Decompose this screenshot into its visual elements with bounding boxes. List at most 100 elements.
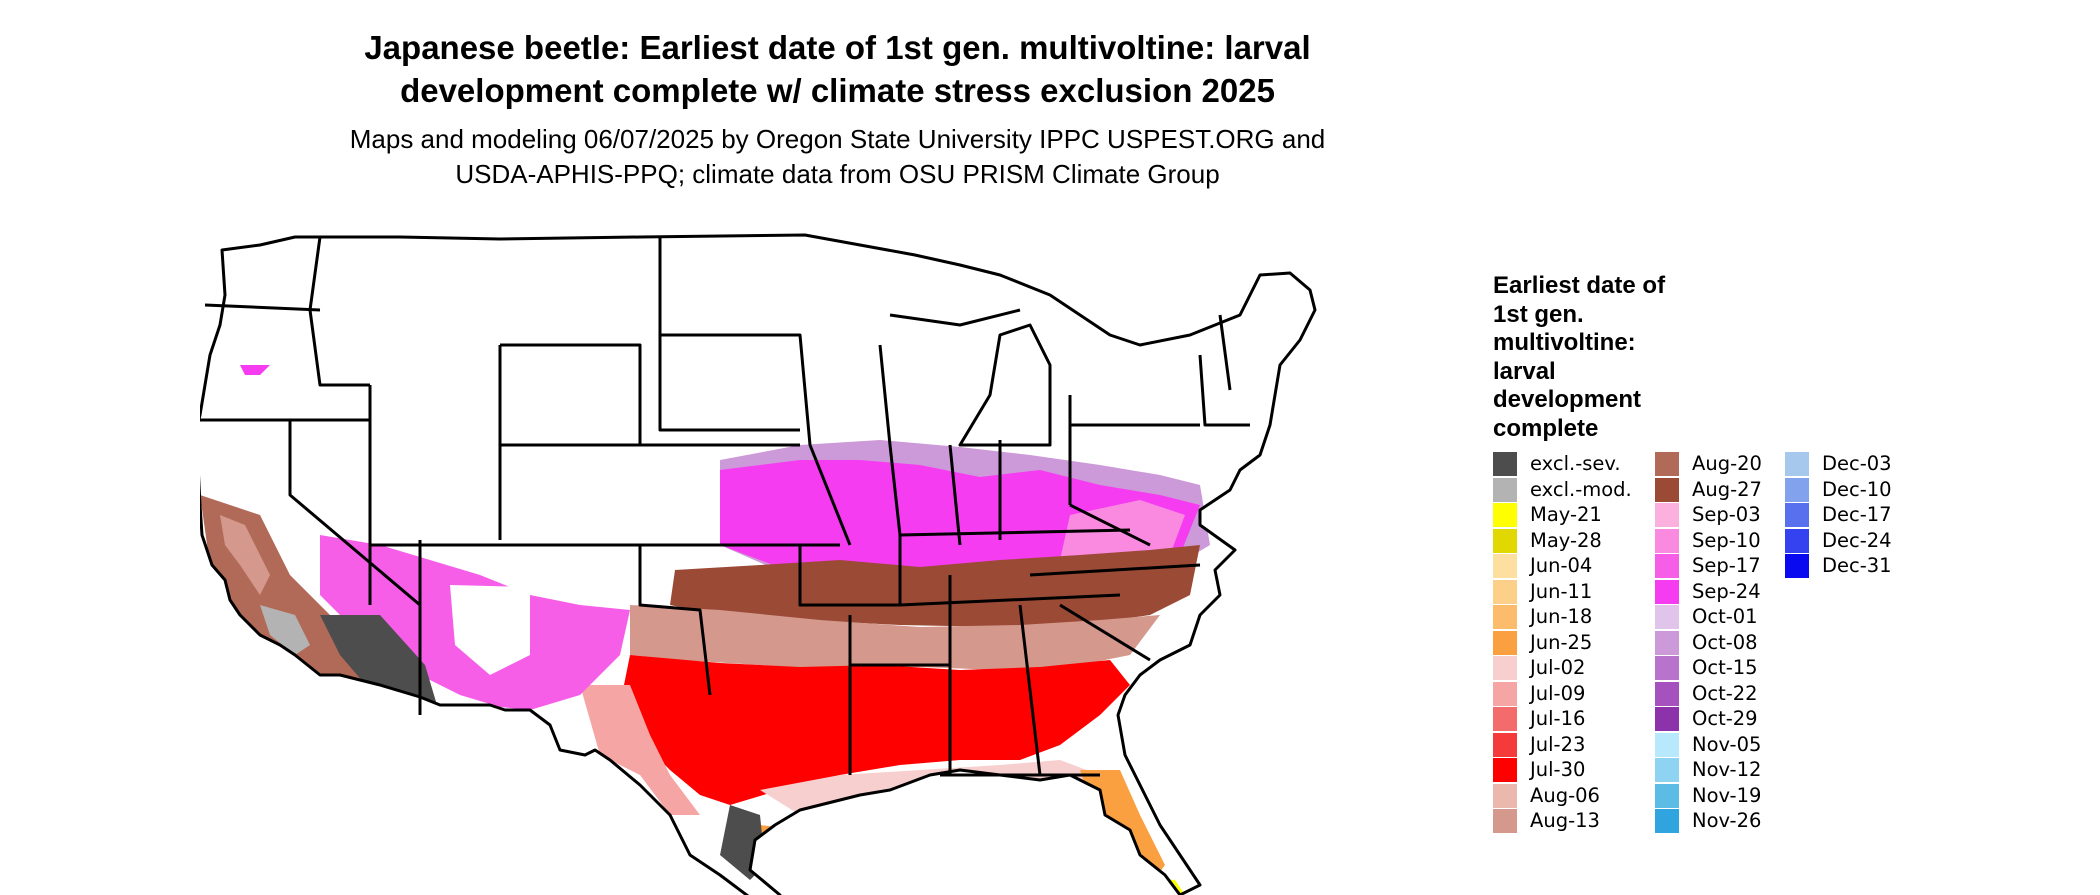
legend-label: Jul-09 bbox=[1530, 681, 1586, 705]
legend-label: Sep-03 bbox=[1692, 503, 1761, 526]
title-line-2: development complete w/ climate stress e… bbox=[400, 72, 1275, 109]
legend-swatch bbox=[1655, 783, 1679, 808]
legend-swatch bbox=[1493, 783, 1517, 808]
legend-swatch bbox=[1655, 758, 1679, 782]
legend-swatch bbox=[1655, 681, 1679, 706]
legend-label: Nov-26 bbox=[1692, 809, 1762, 832]
legend-swatch bbox=[1785, 452, 1809, 476]
legend-swatch bbox=[1493, 503, 1517, 527]
legend-label: Oct-01 bbox=[1692, 605, 1758, 628]
legend-label: May-21 bbox=[1530, 503, 1602, 526]
legend-swatch bbox=[1493, 477, 1517, 502]
legend-label: Dec-31 bbox=[1822, 554, 1892, 577]
legend-swatch bbox=[1493, 528, 1517, 553]
michigan-lower bbox=[958, 323, 1052, 447]
boundary-va-nc bbox=[1029, 563, 1201, 577]
legend-label: Nov-05 bbox=[1692, 732, 1762, 756]
legend-swatch bbox=[1785, 503, 1809, 527]
subtitle-line-1: Maps and modeling 06/07/2025 by Oregon S… bbox=[349, 124, 1326, 154]
legend-title: Earliest date of 1st gen. multivoltine: … bbox=[1493, 272, 1666, 442]
zone-jul-salmon bbox=[580, 685, 700, 815]
legend-label: Aug-20 bbox=[1692, 452, 1762, 475]
legend-label: May-28 bbox=[1530, 528, 1602, 552]
map-subtitle: Maps and modeling 06/07/2025 by Oregon S… bbox=[0, 122, 1675, 192]
legend-swatch bbox=[1655, 732, 1679, 757]
legend-label: Aug-13 bbox=[1530, 809, 1600, 832]
boundary-wy-co bbox=[500, 343, 642, 445]
boundary-tn-ky bbox=[899, 528, 1131, 537]
legend-label: Jul-02 bbox=[1530, 656, 1586, 679]
legend-label: Aug-06 bbox=[1530, 783, 1600, 807]
legend-swatch bbox=[1655, 656, 1679, 680]
legend-label: Jul-23 bbox=[1530, 732, 1586, 756]
legend-swatch bbox=[1655, 707, 1679, 731]
boundary-mn-ia bbox=[660, 333, 852, 546]
boundary-dakotas bbox=[658, 237, 800, 432]
legend-label: Jul-30 bbox=[1530, 758, 1586, 781]
legend-swatch bbox=[1785, 554, 1809, 578]
legend-label: Jun-04 bbox=[1530, 554, 1593, 577]
subtitle-line-2: USDA-APHIS-PPQ; climate data from OSU PR… bbox=[455, 159, 1220, 189]
legend-label: Jun-18 bbox=[1530, 605, 1593, 628]
zone-ca-valley bbox=[220, 515, 270, 595]
legend-label: Dec-03 bbox=[1822, 452, 1892, 475]
boundary-wv-va bbox=[1069, 503, 1151, 547]
legend-swatch bbox=[1655, 605, 1679, 629]
zone-sw-white-holes bbox=[450, 585, 530, 675]
boundary-wi-il bbox=[878, 344, 902, 536]
legend-label: Jul-16 bbox=[1530, 707, 1586, 730]
us-map bbox=[200, 233, 1317, 895]
michigan-upper bbox=[889, 308, 1021, 327]
legend-swatch bbox=[1493, 554, 1517, 578]
boundary-al-ga bbox=[1018, 604, 1042, 776]
legend-swatch bbox=[1493, 707, 1517, 731]
zone-nw-fringe bbox=[240, 365, 270, 375]
legend-swatch bbox=[1655, 528, 1679, 553]
boundary-ga-sc bbox=[1059, 603, 1151, 662]
legend-label: Sep-10 bbox=[1692, 528, 1761, 552]
legend-swatch bbox=[1493, 809, 1517, 833]
zone-aug-tan bbox=[630, 605, 1160, 670]
boundary-il-in bbox=[948, 444, 962, 546]
legend-label: Aug-27 bbox=[1692, 477, 1762, 501]
legend-swatch bbox=[1493, 630, 1517, 655]
legend-label: excl.-mod. bbox=[1530, 477, 1632, 501]
legend-label: Oct-08 bbox=[1692, 630, 1758, 654]
legend-label: Oct-15 bbox=[1692, 656, 1758, 679]
legend-label: Dec-24 bbox=[1822, 528, 1892, 552]
legend-swatch bbox=[1785, 528, 1809, 553]
legend-swatch bbox=[1493, 758, 1517, 782]
legend-label: excl.-sev. bbox=[1530, 452, 1621, 475]
legend-label: Dec-10 bbox=[1822, 477, 1892, 501]
legend-label: Nov-19 bbox=[1692, 783, 1762, 807]
legend-swatch bbox=[1493, 656, 1517, 680]
legend-swatch bbox=[1785, 477, 1809, 502]
boundary-tn-south bbox=[899, 593, 1121, 607]
legend-label: Jun-11 bbox=[1530, 579, 1593, 603]
zone-jul-red bbox=[620, 655, 1130, 805]
map-title: Japanese beetle: Earliest date of 1st ge… bbox=[0, 26, 1675, 112]
legend-swatch bbox=[1493, 732, 1517, 757]
legend-swatch bbox=[1493, 452, 1517, 476]
legend-swatch bbox=[1655, 579, 1679, 604]
legend-label: Oct-22 bbox=[1692, 681, 1758, 705]
zone-excl-mod-ca bbox=[260, 605, 310, 655]
legend-swatch bbox=[1655, 554, 1679, 578]
title-line-1: Japanese beetle: Earliest date of 1st ge… bbox=[364, 29, 1311, 66]
legend-swatch bbox=[1493, 579, 1517, 604]
legend-label: Sep-24 bbox=[1692, 579, 1761, 603]
zone-sw-brown bbox=[200, 495, 440, 707]
legend-label: Oct-29 bbox=[1692, 707, 1758, 730]
boundary-vt-nh bbox=[1218, 314, 1232, 391]
legend-swatch bbox=[1493, 681, 1517, 706]
legend-swatch bbox=[1655, 452, 1679, 476]
boundary-ca-nv bbox=[288, 420, 421, 607]
phenology-raster bbox=[200, 235, 1315, 895]
legend-label: Jun-25 bbox=[1530, 630, 1593, 654]
boundary-wa-or bbox=[204, 303, 321, 312]
boundary-idaho-montana bbox=[308, 236, 370, 387]
boundary-new-england bbox=[1198, 354, 1250, 427]
boundary-mo-ar bbox=[798, 535, 902, 607]
legend-swatch bbox=[1655, 503, 1679, 527]
legend-swatch bbox=[1493, 605, 1517, 629]
